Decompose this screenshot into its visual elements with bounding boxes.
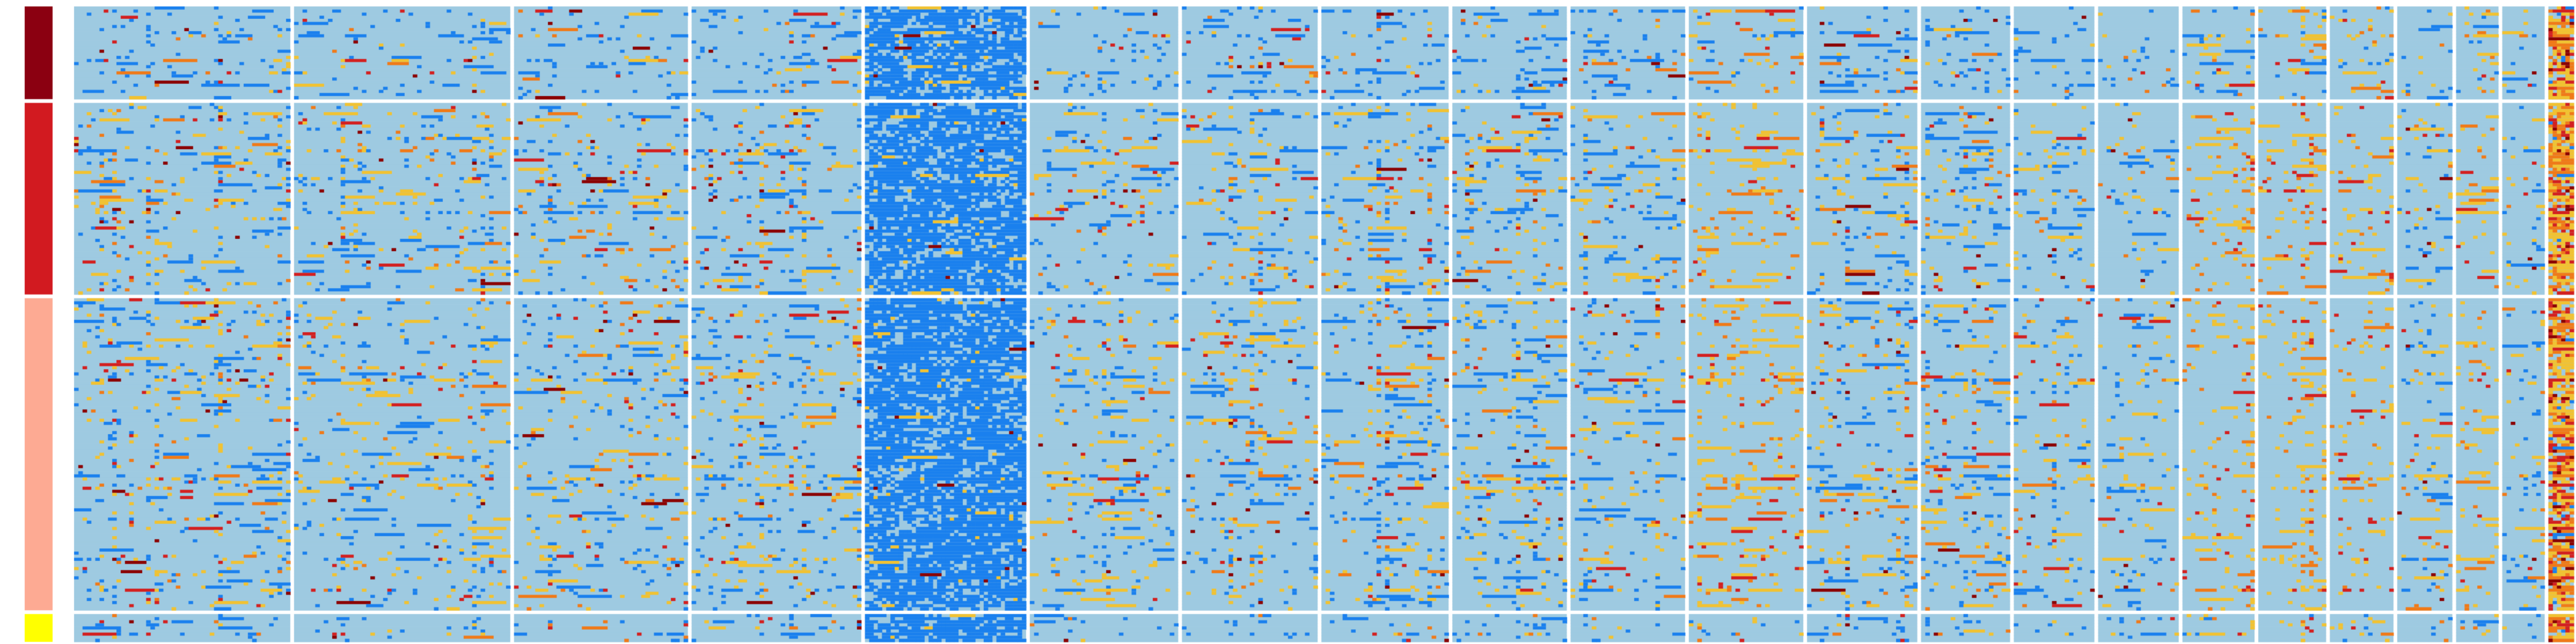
- heatmap-block-c5-r3: [865, 298, 1026, 610]
- heatmap-block-c2-r3: [294, 298, 510, 610]
- heatmap-block-c15-r1: [2098, 6, 2179, 99]
- heatmap-block-c12-r1: [1807, 6, 1917, 99]
- heatmap-block-c21-r4: [2502, 614, 2545, 642]
- heatmap-block-c3-r3: [514, 298, 688, 610]
- heatmap-block-c2-r4: [294, 614, 510, 642]
- heatmap-block-c21-r2: [2502, 103, 2545, 295]
- heatmap-block-c9-r2: [1452, 103, 1567, 295]
- heatmap-block-c7-r2: [1182, 103, 1318, 295]
- heatmap-block-c13-r3: [1921, 298, 2010, 610]
- heatmap-block-c12-r3: [1807, 298, 1917, 610]
- heatmap-block-c21-r1: [2502, 6, 2545, 99]
- heatmap-block-c13-r4: [1921, 614, 2010, 642]
- heatmap-block-c12-r4: [1807, 614, 1917, 642]
- heatmap-block-c7-r3: [1182, 298, 1318, 610]
- heatmap-block-c16-r1: [2183, 6, 2255, 99]
- heatmap-block-c17-r1: [2258, 6, 2326, 99]
- heatmap-block-c17-r3: [2258, 298, 2326, 610]
- heatmap-block-c15-r2: [2098, 103, 2179, 295]
- row-annotation-group-4: [25, 614, 53, 642]
- heatmap-block-c5-r2: [865, 103, 1026, 295]
- heatmap-block-c13-r1: [1921, 6, 2010, 99]
- heatmap-block-c9-r4: [1452, 614, 1567, 642]
- heatmap-block-c14-r3: [2014, 298, 2094, 610]
- heatmap-block-c1-r4: [74, 614, 290, 642]
- heatmap-block-c10-r4: [1571, 614, 1685, 642]
- heatmap-block-c16-r2: [2183, 103, 2255, 295]
- heatmap-block-c8-r1: [1321, 6, 1448, 99]
- heatmap-block-c19-r3: [2397, 298, 2453, 610]
- heatmap-block-c14-r1: [2014, 6, 2094, 99]
- heatmap-block-c4-r2: [692, 103, 861, 295]
- heatmap-block-c12-r2: [1807, 103, 1917, 295]
- heatmap-block-c6-r3: [1030, 298, 1179, 610]
- heatmap-block-c18-r1: [2330, 6, 2394, 99]
- heatmap-block-c20-r2: [2456, 103, 2499, 295]
- heatmap-block-c15-r4: [2098, 614, 2179, 642]
- row-annotation-group-2: [25, 103, 53, 295]
- heatmap-block-c1-r3: [74, 298, 290, 610]
- heatmap-block-c8-r3: [1321, 298, 1448, 610]
- heatmap-block-c10-r3: [1571, 298, 1685, 610]
- heatmap-block-c16-r4: [2183, 614, 2255, 642]
- heatmap-block-c19-r4: [2397, 614, 2453, 642]
- heatmap-block-c14-r2: [2014, 103, 2094, 295]
- heatmap-block-c10-r1: [1571, 6, 1685, 99]
- heatmap-block-c5-r1: [865, 6, 1026, 99]
- heatmap-block-c21-r3: [2502, 298, 2545, 610]
- heatmap-block-c22-r4: [2549, 614, 2574, 642]
- heatmap-block-c18-r4: [2330, 614, 2394, 642]
- heatmap-block-c6-r2: [1030, 103, 1179, 295]
- heatmap-block-c22-r3: [2549, 298, 2574, 610]
- heatmap-block-c6-r4: [1030, 614, 1179, 642]
- heatmap-block-c22-r2: [2549, 103, 2574, 295]
- heatmap-block-c20-r3: [2456, 298, 2499, 610]
- heatmap-block-c5-r4: [865, 614, 1026, 642]
- heatmap-block-c13-r2: [1921, 103, 2010, 295]
- heatmap-block-c11-r1: [1689, 6, 1803, 99]
- heatmap-block-c16-r3: [2183, 298, 2255, 610]
- heatmap-block-c2-r1: [294, 6, 510, 99]
- row-annotation-group-3: [25, 298, 53, 610]
- heatmap-block-c18-r2: [2330, 103, 2394, 295]
- heatmap-block-c11-r3: [1689, 298, 1803, 610]
- heatmap-block-c8-r2: [1321, 103, 1448, 295]
- heatmap-block-c11-r2: [1689, 103, 1803, 295]
- heatmap-block-c7-r1: [1182, 6, 1318, 99]
- heatmap-block-c7-r4: [1182, 614, 1318, 642]
- heatmap-block-c8-r4: [1321, 614, 1448, 642]
- heatmap-block-c1-r2: [74, 103, 290, 295]
- heatmap-block-c4-r3: [692, 298, 861, 610]
- heatmap-block-c17-r4: [2258, 614, 2326, 642]
- heatmap-block-c4-r4: [692, 614, 861, 642]
- heatmap-block-c20-r1: [2456, 6, 2499, 99]
- heatmap-block-c20-r4: [2456, 614, 2499, 642]
- heatmap-block-c19-r1: [2397, 6, 2453, 99]
- heatmap-block-c3-r1: [514, 6, 688, 99]
- row-annotation-group-1: [25, 6, 53, 99]
- heatmap-block-c14-r4: [2014, 614, 2094, 642]
- heatmap-block-c10-r2: [1571, 103, 1685, 295]
- heatmap-block-c9-r1: [1452, 6, 1567, 99]
- heatmap-block-c1-r1: [74, 6, 290, 99]
- heatmap-block-c4-r1: [692, 6, 861, 99]
- heatmap-block-c17-r2: [2258, 103, 2326, 295]
- heatmap-block-c11-r4: [1689, 614, 1803, 642]
- heatmap-block-c19-r2: [2397, 103, 2453, 295]
- heatmap-block-c6-r1: [1030, 6, 1179, 99]
- heatmap-block-c9-r3: [1452, 298, 1567, 610]
- heatmap-block-c22-r1: [2549, 6, 2574, 99]
- heatmap-block-c2-r2: [294, 103, 510, 295]
- heatmap-block-c18-r3: [2330, 298, 2394, 610]
- heatmap-block-c15-r3: [2098, 298, 2179, 610]
- heatmap-block-c3-r2: [514, 103, 688, 295]
- heatmap-block-c3-r4: [514, 614, 688, 642]
